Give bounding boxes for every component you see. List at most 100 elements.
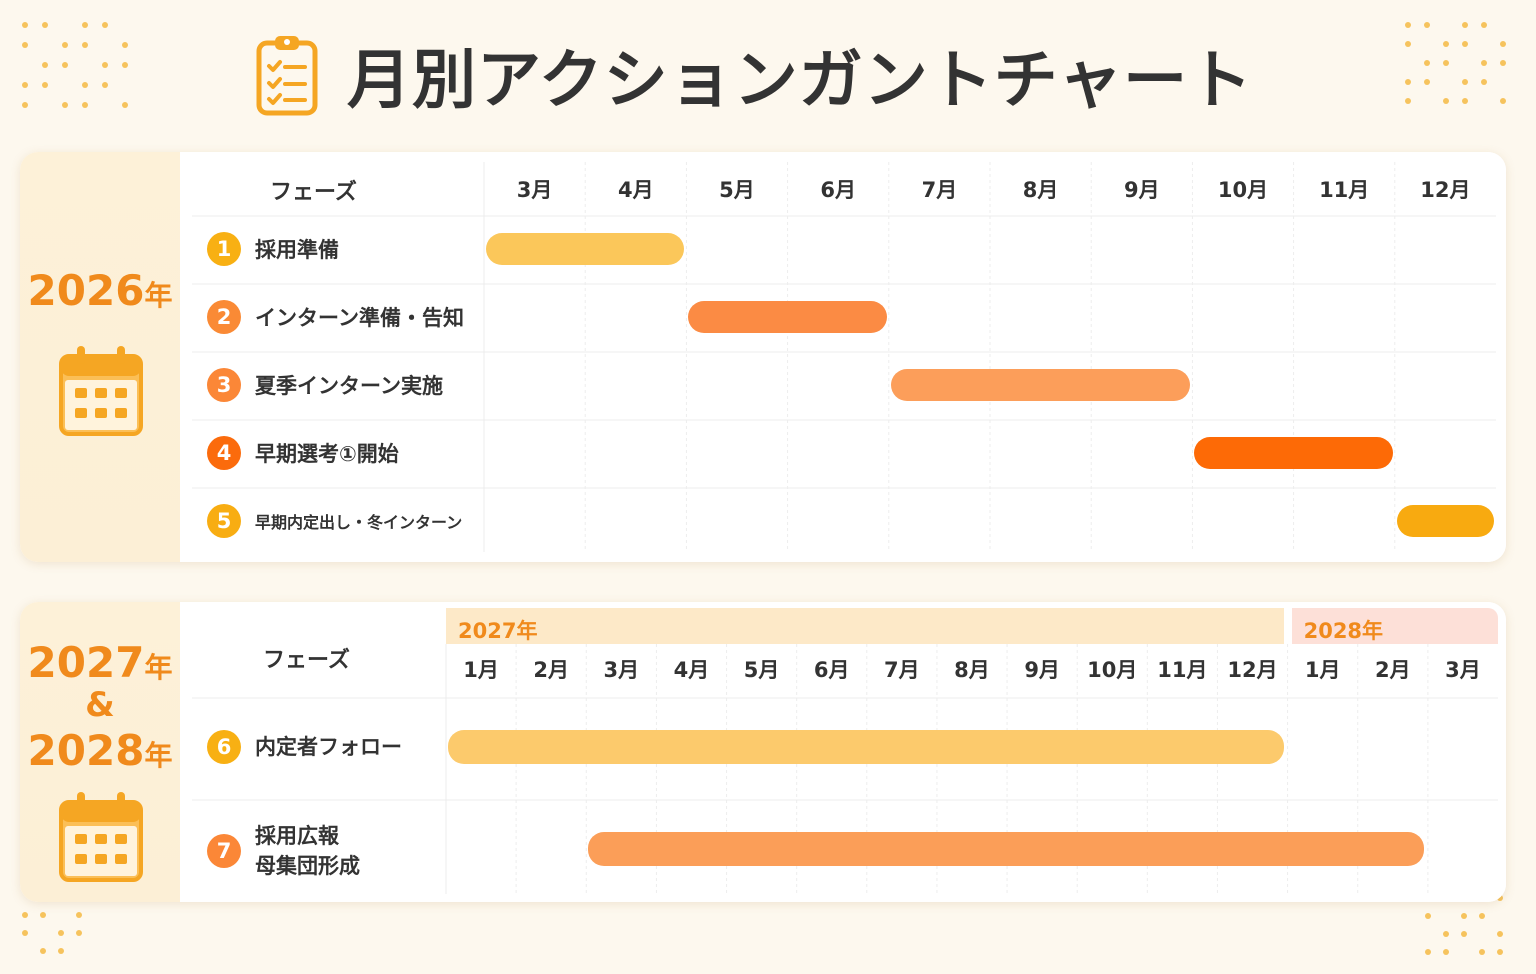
decor-dot — [76, 912, 82, 918]
decor-dot — [42, 22, 48, 28]
calendar-icon — [59, 346, 143, 436]
phase-column-header: フェーズ — [270, 180, 357, 205]
month-label: 2月 — [533, 658, 569, 682]
month-label: 9月 — [1024, 658, 1060, 682]
phase-name: 内定者フォロー — [255, 735, 402, 759]
month-label: 1月 — [463, 658, 499, 682]
year-label-2027: 2027年 — [27, 638, 173, 687]
month-label: 7月 — [884, 658, 920, 682]
decor-dot — [1405, 79, 1411, 85]
month-label: 7月 — [921, 178, 958, 202]
phase-label: 5 早期内定出し・冬インターン — [207, 504, 462, 538]
decor-dot — [82, 82, 88, 88]
phase-bar — [1194, 437, 1393, 469]
decor-dot — [1500, 60, 1506, 66]
phase-number-badge: 4 — [207, 436, 241, 470]
year-sidebar-2026: 2026年 — [20, 152, 180, 562]
decor-dot — [1497, 931, 1503, 937]
month-label: 3月 — [1445, 658, 1481, 682]
decor-dot — [22, 930, 28, 936]
decor-dot — [1479, 949, 1485, 955]
chart-background — [180, 152, 1506, 562]
clipboard-checklist-icon — [256, 36, 318, 116]
phase-bar — [1396, 505, 1494, 537]
decor-dot — [42, 82, 48, 88]
month-label: 9月 — [1123, 178, 1160, 202]
phase-label: 2 インターン準備・告知 — [207, 300, 464, 334]
month-label: 6月 — [813, 658, 850, 682]
phase-label: 3 夏季インターン実施 — [207, 368, 443, 402]
decor-dot — [40, 948, 46, 954]
phase-number-badge: 1 — [207, 232, 241, 266]
decor-dot — [1443, 41, 1449, 47]
calendar-icon — [59, 792, 143, 882]
month-label: 8月 — [1022, 178, 1059, 202]
year-sidebar-2027-2028: 2027年 & 2028年 — [20, 602, 180, 902]
decor-dots-top-right — [1405, 22, 1520, 122]
decor-dot — [1462, 98, 1468, 104]
decor-dot — [76, 930, 82, 936]
phase-name: 早期選考①開始 — [255, 442, 399, 466]
phase-number-badge: 6 — [207, 730, 241, 764]
month-label: 11月 — [1157, 658, 1208, 682]
decor-dot — [1443, 98, 1449, 104]
decor-dot — [1425, 913, 1431, 919]
decor-dot — [82, 22, 88, 28]
decor-dot — [102, 62, 108, 68]
gantt-grid-2026 — [180, 152, 1506, 562]
month-label: 3月 — [603, 658, 640, 682]
decor-dot — [1405, 22, 1411, 28]
decor-dot — [1497, 949, 1503, 955]
decor-dot — [22, 912, 28, 918]
decor-dot — [1443, 949, 1449, 955]
year-label-2028: 2028年 — [27, 726, 173, 775]
decor-dot — [58, 930, 64, 936]
decor-dot — [1461, 913, 1467, 919]
year-label-ampersand: & — [85, 685, 115, 725]
month-label: 1月 — [1304, 658, 1341, 682]
phase-number-badge: 3 — [207, 368, 241, 402]
decor-dot — [122, 42, 128, 48]
phase-bar — [448, 730, 1284, 764]
phase-number-badge: 5 — [207, 504, 241, 538]
decor-dot — [1479, 913, 1485, 919]
decor-dot — [1424, 22, 1430, 28]
month-label: 4月 — [617, 178, 654, 202]
month-label: 5月 — [743, 658, 780, 682]
decor-dots-bottom-left — [22, 912, 102, 962]
decor-dot — [1425, 949, 1431, 955]
year-band-label: 2028年 — [1303, 619, 1384, 643]
decor-dot — [1500, 98, 1506, 104]
decor-dot — [1424, 60, 1430, 66]
decor-dot — [62, 62, 68, 68]
month-label: 4月 — [673, 658, 710, 682]
year-label-2026: 2026年 — [27, 266, 173, 315]
phase-name: 夏季インターン実施 — [255, 374, 443, 398]
decor-dot — [22, 82, 28, 88]
decor-dot — [1481, 22, 1487, 28]
decor-dot — [82, 42, 88, 48]
phase-number-badge: 2 — [207, 300, 241, 334]
phase-label: 7 採用広報 母集団形成 — [207, 821, 360, 881]
decor-dot — [62, 42, 68, 48]
phase-bar — [890, 369, 1191, 401]
decor-dot — [22, 102, 28, 108]
phase-label: 4 早期選考①開始 — [207, 436, 399, 470]
month-label: 12月 — [1227, 658, 1278, 682]
decor-dot — [1461, 931, 1467, 937]
phase-label: 6 内定者フォロー — [207, 730, 402, 764]
decor-dot — [102, 22, 108, 28]
decor-dot — [1500, 41, 1506, 47]
month-label: 10月 — [1217, 178, 1269, 202]
decor-dot — [42, 62, 48, 68]
month-label: 5月 — [719, 178, 755, 202]
gantt-card-2027-2028: 2027年 & 2028年 フェーズ 2027年 2028年 1月 2月 3月 4月 5月… — [20, 602, 1506, 902]
decor-dot — [1405, 98, 1411, 104]
decor-dot — [22, 42, 28, 48]
phase-column-header: フェーズ — [263, 648, 350, 673]
decor-dot — [1443, 60, 1449, 66]
month-label: 2月 — [1374, 658, 1411, 682]
year-band — [446, 608, 1284, 644]
phase-name: 早期内定出し・冬インターン — [255, 513, 463, 532]
decor-dots-bottom-right — [1425, 895, 1520, 965]
